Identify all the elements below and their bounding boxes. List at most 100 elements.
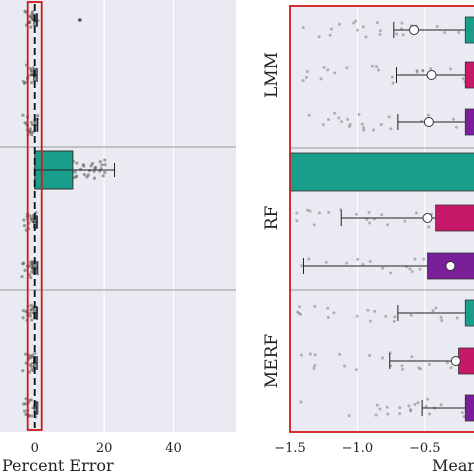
data-point [434, 306, 438, 310]
bar [435, 204, 474, 232]
data-point [428, 412, 432, 416]
data-point [29, 275, 33, 280]
data-point [368, 260, 372, 264]
data-point [338, 352, 342, 356]
data-point [431, 309, 435, 313]
bar [464, 108, 474, 136]
data-point [298, 305, 302, 309]
data-point [421, 69, 425, 73]
bar [464, 16, 474, 44]
data-point [355, 28, 359, 32]
data-point [313, 353, 317, 357]
bar [464, 394, 474, 422]
data-point [361, 25, 365, 29]
data-point [92, 176, 97, 180]
x-tick-label: 0 [31, 441, 39, 456]
data-point [384, 314, 388, 318]
data-point [345, 261, 349, 265]
data-point [377, 68, 381, 72]
data-point [21, 402, 26, 406]
data-point [24, 80, 28, 85]
data-point [389, 271, 393, 275]
data-point [415, 70, 419, 74]
data-point [360, 122, 364, 126]
data-point [318, 211, 322, 215]
data-point [24, 397, 28, 401]
data-point [317, 35, 321, 39]
data-point [387, 115, 391, 119]
data-point [361, 263, 365, 267]
data-point [327, 117, 331, 121]
data-point [378, 407, 382, 411]
data-point [73, 170, 77, 174]
data-point [395, 32, 399, 36]
data-point [322, 65, 326, 69]
data-point [33, 351, 37, 355]
data-point [330, 27, 334, 31]
data-point [364, 35, 368, 39]
data-point [410, 270, 414, 274]
data-point [461, 76, 465, 80]
bar [289, 152, 474, 192]
data-point [36, 113, 40, 118]
data-point [462, 415, 466, 419]
data-point [386, 412, 390, 416]
data-point [327, 210, 331, 214]
data-point [381, 266, 385, 270]
data-point [307, 113, 311, 117]
data-point [23, 268, 27, 272]
data-point [440, 318, 444, 322]
data-point [354, 19, 358, 23]
group-label: RF [262, 206, 282, 231]
data-point [30, 414, 34, 418]
data-point [347, 414, 351, 418]
data-point [319, 77, 323, 81]
data-point [362, 126, 366, 130]
data-point [380, 356, 384, 360]
data-point [308, 352, 312, 356]
data-point [332, 311, 336, 315]
data-point [368, 319, 372, 323]
data-point [357, 112, 361, 116]
data-point [312, 366, 316, 370]
data-point [28, 130, 32, 134]
data-point [29, 364, 34, 369]
plot-area [0, 0, 236, 432]
data-point [299, 400, 303, 404]
data-point [299, 264, 303, 268]
data-point [439, 403, 443, 407]
data-point [422, 257, 426, 261]
data-point [445, 361, 449, 365]
data-point [449, 366, 453, 370]
data-point [343, 364, 347, 368]
data-point [297, 311, 301, 315]
data-point [416, 401, 420, 405]
data-point [347, 125, 351, 129]
data-point [27, 273, 32, 277]
data-point [305, 70, 309, 74]
data-point [374, 413, 378, 417]
x-axis-label: Mear [432, 456, 474, 474]
group-label: MERF [262, 334, 282, 389]
bar [464, 61, 474, 89]
data-point [409, 408, 413, 412]
data-point [321, 123, 325, 127]
data-point [352, 21, 356, 25]
data-point [30, 355, 34, 359]
mean-marker [423, 117, 434, 127]
data-point [398, 412, 402, 416]
data-point [385, 405, 389, 409]
data-point [414, 211, 418, 215]
data-point [31, 66, 35, 70]
data-point [378, 33, 382, 37]
data-point [410, 355, 414, 359]
data-point [408, 267, 412, 271]
data-point [427, 225, 431, 229]
data-point [28, 214, 32, 218]
data-point [375, 403, 379, 407]
data-point [415, 68, 419, 72]
data-point [30, 368, 34, 372]
data-point [389, 127, 393, 131]
left-panel: 0 20 40 Percent Error [0, 0, 236, 474]
